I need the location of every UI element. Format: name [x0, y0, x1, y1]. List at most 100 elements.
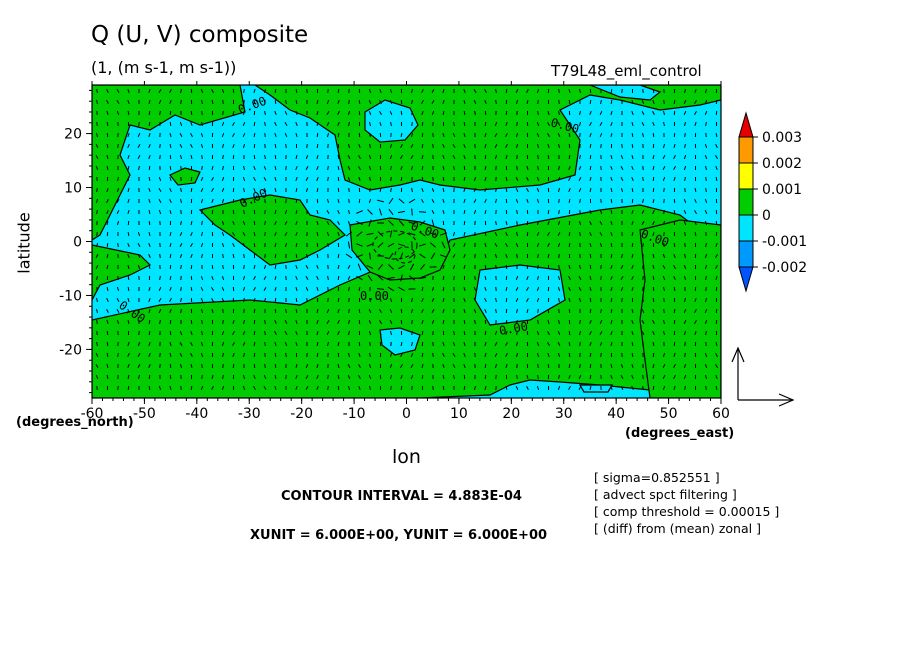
wind-vector — [400, 176, 403, 182]
wind-vector — [347, 110, 351, 116]
wind-vector — [388, 197, 394, 205]
wind-vector — [369, 132, 371, 138]
wind-vector — [620, 166, 624, 170]
wind-vector — [440, 254, 447, 258]
wind-vector — [516, 330, 518, 336]
wind-vector — [473, 385, 477, 391]
wind-vector — [473, 286, 477, 292]
wind-vector — [704, 363, 708, 369]
wind-vector — [347, 241, 351, 249]
wind-vector — [610, 176, 613, 182]
wind-vector — [316, 308, 319, 314]
wind-vector — [411, 132, 413, 138]
wind-vector — [410, 155, 414, 159]
wind-vector — [631, 231, 634, 237]
wind-vector — [537, 253, 539, 259]
wind-vector — [106, 330, 109, 336]
wind-vector — [579, 253, 581, 259]
wind-vector — [263, 386, 267, 390]
wind-vector — [662, 374, 666, 380]
wind-vector — [369, 252, 371, 260]
wind-vector — [526, 176, 529, 182]
wind-vector — [169, 253, 172, 259]
wind-vector — [568, 242, 571, 248]
wind-vector — [366, 243, 374, 247]
wind-vector — [705, 187, 707, 193]
wind-vector — [201, 99, 203, 105]
wind-vector — [158, 99, 162, 105]
wind-vector — [431, 110, 435, 116]
wind-vector — [474, 275, 476, 281]
wind-vector — [274, 176, 277, 182]
wind-vector — [610, 374, 613, 380]
wind-vector — [495, 187, 497, 193]
wind-vector — [337, 221, 340, 225]
wind-vector — [652, 363, 655, 369]
wind-vector — [295, 363, 298, 369]
wind-vector — [148, 264, 151, 270]
wind-vector — [390, 165, 392, 171]
wind-vector — [179, 352, 183, 358]
wind-vector — [398, 232, 405, 236]
wind-vector — [116, 209, 120, 215]
wind-vector — [495, 264, 497, 270]
wind-vector — [673, 253, 676, 259]
wind-vector — [106, 352, 109, 358]
wind-vector — [547, 253, 550, 259]
wind-vector — [442, 308, 445, 314]
x-tick-label: 10 — [450, 406, 468, 422]
wind-vector — [398, 286, 405, 292]
wind-vector — [421, 88, 424, 94]
wind-vector — [431, 187, 435, 193]
wind-vector — [589, 132, 592, 138]
wind-vector — [463, 330, 466, 336]
wind-vector — [327, 341, 329, 347]
wind-vector — [620, 177, 624, 181]
wind-vector — [253, 287, 256, 291]
wind-vector — [558, 319, 560, 325]
wind-vector — [232, 232, 235, 236]
wind-vector — [494, 330, 498, 336]
wind-vector — [557, 220, 561, 226]
wind-vector — [631, 132, 634, 138]
wind-vector — [494, 133, 498, 137]
wind-vector — [558, 88, 560, 94]
wind-vector — [200, 143, 204, 149]
wind-vector — [715, 374, 718, 380]
wind-vector — [505, 220, 508, 226]
wind-vector — [662, 154, 666, 160]
wind-vector — [473, 199, 477, 203]
wind-vector — [274, 297, 277, 303]
wind-vector — [242, 176, 246, 182]
wind-vector — [305, 386, 309, 390]
wind-vector — [683, 220, 687, 226]
wind-vector — [663, 330, 665, 336]
wind-vector — [211, 188, 214, 192]
wind-vector — [631, 198, 634, 204]
wind-vector — [421, 286, 424, 292]
wind-vector — [610, 231, 613, 237]
wind-vector — [389, 99, 393, 105]
wind-vector — [705, 88, 707, 94]
wind-vector — [631, 253, 634, 259]
wind-vector — [505, 342, 508, 346]
contour-label: 0.00 — [360, 289, 389, 303]
wind-vector — [568, 287, 571, 291]
wind-vector — [127, 231, 130, 237]
wind-vector — [368, 198, 372, 204]
wind-vector — [599, 122, 603, 126]
wind-vector — [369, 352, 371, 358]
wind-vector — [117, 176, 119, 182]
wind-vector — [694, 111, 697, 115]
wind-vector — [253, 177, 256, 181]
wind-vector — [211, 275, 214, 281]
wind-vector — [326, 221, 330, 225]
wind-vector — [243, 165, 245, 171]
wind-vector — [505, 88, 508, 94]
wind-vector — [452, 341, 456, 347]
wind-vector — [505, 187, 508, 193]
wind-vector — [589, 308, 592, 314]
wind-vector — [106, 253, 109, 259]
wind-vector — [106, 242, 109, 248]
wind-vector — [305, 264, 309, 270]
